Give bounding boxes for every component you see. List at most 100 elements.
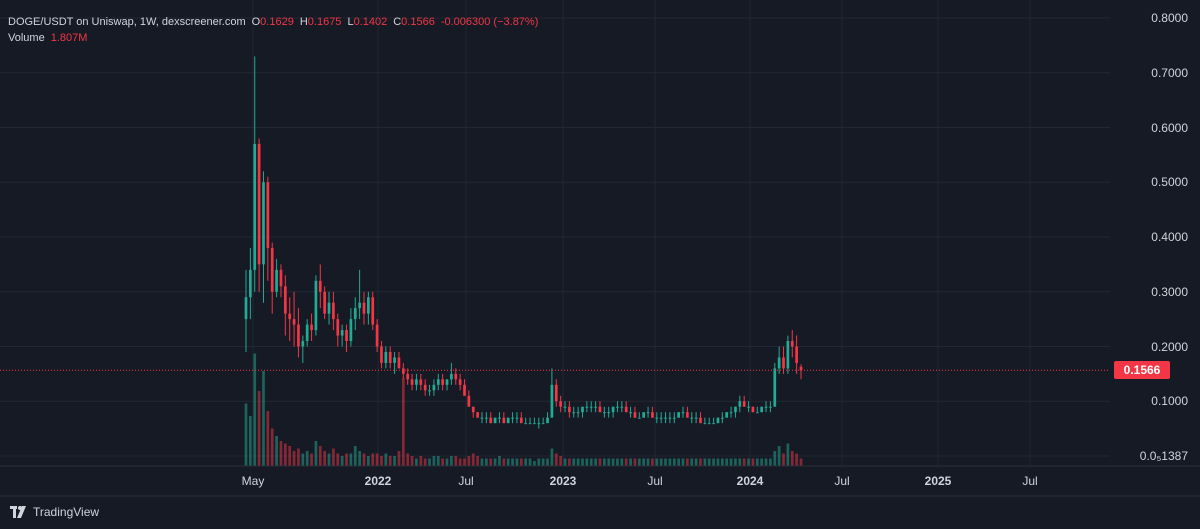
candle-body[interactable] (467, 395, 471, 407)
candle-body[interactable] (367, 297, 370, 314)
candle-body[interactable] (498, 417, 501, 419)
candle-body[interactable] (690, 417, 694, 419)
candle-body[interactable] (336, 319, 340, 336)
candle-body[interactable] (506, 417, 510, 424)
candle-body[interactable] (554, 384, 558, 402)
candle-body[interactable] (651, 412, 654, 418)
candle-body[interactable] (795, 346, 798, 363)
candle-body[interactable] (249, 269, 252, 298)
candle-body[interactable] (734, 406, 737, 413)
candle-body[interactable] (686, 412, 689, 418)
candle-body[interactable] (423, 384, 427, 391)
candle-body[interactable] (755, 412, 759, 414)
candle-body[interactable] (773, 368, 777, 407)
candle-body[interactable] (406, 373, 410, 380)
candle-body[interactable] (646, 412, 650, 414)
candle-body[interactable] (476, 412, 479, 418)
candle-body[interactable] (563, 406, 567, 408)
candle-body[interactable] (607, 412, 611, 414)
candle-body[interactable] (677, 412, 680, 418)
tradingview-brand[interactable]: TradingView (10, 505, 99, 519)
candle-body[interactable] (550, 384, 554, 418)
candle-body[interactable] (288, 313, 292, 320)
candle-body[interactable] (349, 319, 353, 342)
candle-body[interactable] (629, 412, 632, 414)
candle-body[interactable] (546, 417, 549, 424)
candle-body[interactable] (585, 406, 589, 408)
candle-body[interactable] (244, 297, 248, 320)
candle-body[interactable] (358, 302, 361, 309)
candle-body[interactable] (301, 341, 305, 347)
candle-body[interactable] (541, 423, 545, 425)
candle-body[interactable] (720, 417, 724, 419)
candle-body[interactable] (454, 373, 458, 380)
candle-body[interactable] (371, 297, 375, 325)
candle-body[interactable] (327, 302, 331, 314)
candle-body[interactable] (345, 330, 348, 342)
candle-body[interactable] (568, 406, 571, 413)
candle-body[interactable] (515, 417, 519, 419)
candle-body[interactable] (699, 417, 702, 424)
candle-body[interactable] (450, 373, 453, 380)
candle-body[interactable] (318, 280, 322, 292)
candle-body[interactable] (380, 346, 383, 363)
candle-body[interactable] (790, 341, 794, 347)
candle-body[interactable] (419, 379, 423, 385)
candle-body[interactable] (393, 357, 396, 363)
candle-body[interactable] (323, 291, 327, 314)
candle-body[interactable] (760, 406, 764, 413)
candle-body[interactable] (707, 423, 711, 425)
candle-body[interactable] (782, 357, 785, 369)
candle-body[interactable] (576, 412, 580, 414)
candle-body[interactable] (415, 379, 418, 385)
candle-body[interactable] (799, 366, 803, 371)
candle-body[interactable] (489, 417, 493, 424)
candle-body[interactable] (353, 308, 357, 320)
candle-body[interactable] (602, 412, 606, 414)
candle-body[interactable] (279, 269, 283, 287)
candle-body[interactable] (786, 341, 790, 369)
candle-body[interactable] (270, 247, 274, 292)
candle-body[interactable] (747, 406, 750, 408)
candle-body[interactable] (537, 423, 541, 425)
candle-body[interactable] (292, 319, 296, 325)
candle-body[interactable] (297, 324, 300, 347)
candle-body[interactable] (703, 423, 707, 425)
candle-body[interactable] (616, 406, 619, 408)
candle-body[interactable] (668, 417, 672, 419)
candle-body[interactable] (445, 379, 449, 385)
candle-body[interactable] (362, 302, 366, 314)
candle-body[interactable] (672, 417, 676, 419)
candle-body[interactable] (642, 412, 646, 418)
candle-body[interactable] (310, 324, 313, 331)
candle-body[interactable] (716, 417, 720, 424)
candle-body[interactable] (559, 401, 563, 407)
candle-body[interactable] (384, 351, 388, 363)
candle-body[interactable] (257, 143, 261, 265)
candle-body[interactable] (262, 182, 265, 265)
candle-body[interactable] (410, 379, 414, 385)
candle-body[interactable] (738, 401, 742, 407)
candle-body[interactable] (659, 417, 663, 419)
candle-body[interactable] (471, 406, 475, 413)
candle-body[interactable] (655, 417, 659, 419)
candle-body[interactable] (751, 406, 755, 413)
candle-body[interactable] (777, 357, 781, 369)
candle-body[interactable] (637, 417, 641, 419)
candle-body[interactable] (594, 406, 597, 408)
candle-body[interactable] (388, 351, 392, 363)
candle-body[interactable] (401, 368, 405, 374)
candle-body[interactable] (458, 379, 462, 385)
candle-body[interactable] (712, 423, 715, 425)
candle-body[interactable] (305, 324, 309, 342)
candle-body[interactable] (624, 406, 628, 413)
candle-body[interactable] (769, 406, 772, 408)
candle-body[interactable] (572, 412, 576, 414)
candle-body[interactable] (725, 412, 729, 418)
candle-body[interactable] (283, 286, 287, 314)
candle-body[interactable] (589, 406, 593, 408)
candle-body[interactable] (375, 324, 379, 347)
candle-body[interactable] (524, 423, 528, 425)
candle-body[interactable] (694, 417, 698, 419)
